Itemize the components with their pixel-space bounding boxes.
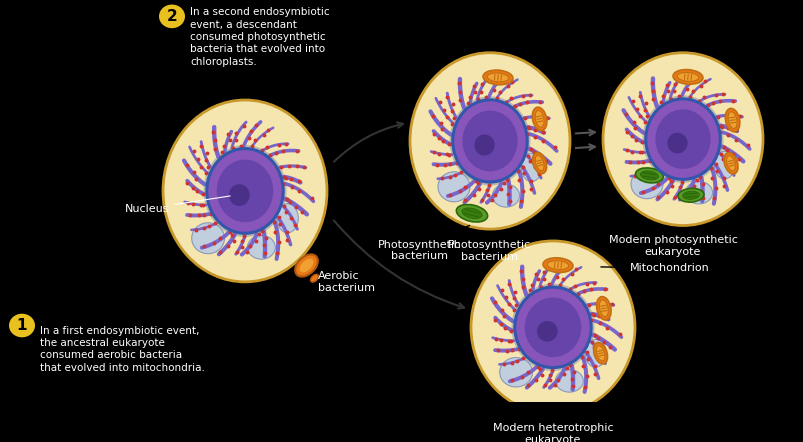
Ellipse shape xyxy=(410,53,569,229)
Text: In a first endosymbiotic event,
the ancestral eukaryote
consumed aerobic bacteri: In a first endosymbiotic event, the ance… xyxy=(40,325,205,373)
Ellipse shape xyxy=(596,346,604,361)
Ellipse shape xyxy=(300,259,313,272)
Text: In a second endosymbiotic
event, a descendant
consumed photosynthetic
bacteria t: In a second endosymbiotic event, a desce… xyxy=(190,7,329,67)
Ellipse shape xyxy=(203,145,286,237)
Ellipse shape xyxy=(452,99,527,183)
Ellipse shape xyxy=(532,107,546,130)
Circle shape xyxy=(9,314,35,337)
Ellipse shape xyxy=(295,255,317,277)
Text: Nucleus: Nucleus xyxy=(124,196,230,214)
Circle shape xyxy=(159,4,185,28)
Text: Modern heterotrophic
eukaryote: Modern heterotrophic eukaryote xyxy=(492,423,613,442)
Ellipse shape xyxy=(585,339,605,367)
Text: Photosynthetic
bacterium: Photosynthetic bacterium xyxy=(448,240,531,263)
Ellipse shape xyxy=(514,286,591,368)
Ellipse shape xyxy=(462,110,517,171)
Ellipse shape xyxy=(599,300,608,317)
Ellipse shape xyxy=(515,288,590,367)
Ellipse shape xyxy=(511,284,593,371)
Ellipse shape xyxy=(724,108,739,132)
Ellipse shape xyxy=(676,72,698,81)
Ellipse shape xyxy=(666,133,687,153)
Ellipse shape xyxy=(640,171,658,180)
Ellipse shape xyxy=(642,95,723,183)
Ellipse shape xyxy=(532,152,546,174)
Ellipse shape xyxy=(672,69,702,84)
Ellipse shape xyxy=(535,155,544,171)
Ellipse shape xyxy=(645,99,719,180)
Ellipse shape xyxy=(520,153,541,182)
Ellipse shape xyxy=(487,73,508,82)
Ellipse shape xyxy=(634,168,662,183)
Ellipse shape xyxy=(555,370,583,392)
Ellipse shape xyxy=(438,172,470,202)
Ellipse shape xyxy=(726,156,735,171)
Ellipse shape xyxy=(229,184,250,206)
Ellipse shape xyxy=(483,70,512,85)
Ellipse shape xyxy=(453,100,526,182)
Ellipse shape xyxy=(491,184,519,207)
Text: 2: 2 xyxy=(166,9,177,24)
Ellipse shape xyxy=(630,169,662,199)
Ellipse shape xyxy=(535,110,544,127)
Text: Photosynthetic
bacterium: Photosynthetic bacterium xyxy=(378,225,469,261)
Ellipse shape xyxy=(461,208,482,219)
Ellipse shape xyxy=(191,223,224,254)
Ellipse shape xyxy=(677,188,703,202)
Ellipse shape xyxy=(474,134,494,156)
Ellipse shape xyxy=(207,149,283,233)
Ellipse shape xyxy=(728,112,736,129)
Ellipse shape xyxy=(713,151,734,179)
Ellipse shape xyxy=(310,274,318,282)
Ellipse shape xyxy=(471,241,634,414)
Ellipse shape xyxy=(654,109,710,169)
Text: 1: 1 xyxy=(17,318,27,333)
Ellipse shape xyxy=(247,236,275,259)
Ellipse shape xyxy=(646,99,719,179)
Ellipse shape xyxy=(723,152,737,174)
Ellipse shape xyxy=(163,100,327,282)
Ellipse shape xyxy=(449,96,530,186)
Ellipse shape xyxy=(536,321,557,342)
Ellipse shape xyxy=(524,297,581,357)
Ellipse shape xyxy=(684,182,711,204)
Text: Mitochondrion: Mitochondrion xyxy=(600,263,709,273)
Text: Modern photosynthetic
eukaryote: Modern photosynthetic eukaryote xyxy=(608,235,736,257)
Ellipse shape xyxy=(217,160,273,222)
Text: Aerobic
bacterium: Aerobic bacterium xyxy=(318,271,374,293)
Ellipse shape xyxy=(596,297,610,320)
Ellipse shape xyxy=(542,258,573,272)
Ellipse shape xyxy=(456,205,487,222)
Ellipse shape xyxy=(277,204,298,233)
Ellipse shape xyxy=(602,53,762,225)
Ellipse shape xyxy=(593,343,607,364)
Ellipse shape xyxy=(206,148,283,234)
Ellipse shape xyxy=(499,358,532,387)
Ellipse shape xyxy=(682,191,699,199)
Ellipse shape xyxy=(547,261,568,270)
